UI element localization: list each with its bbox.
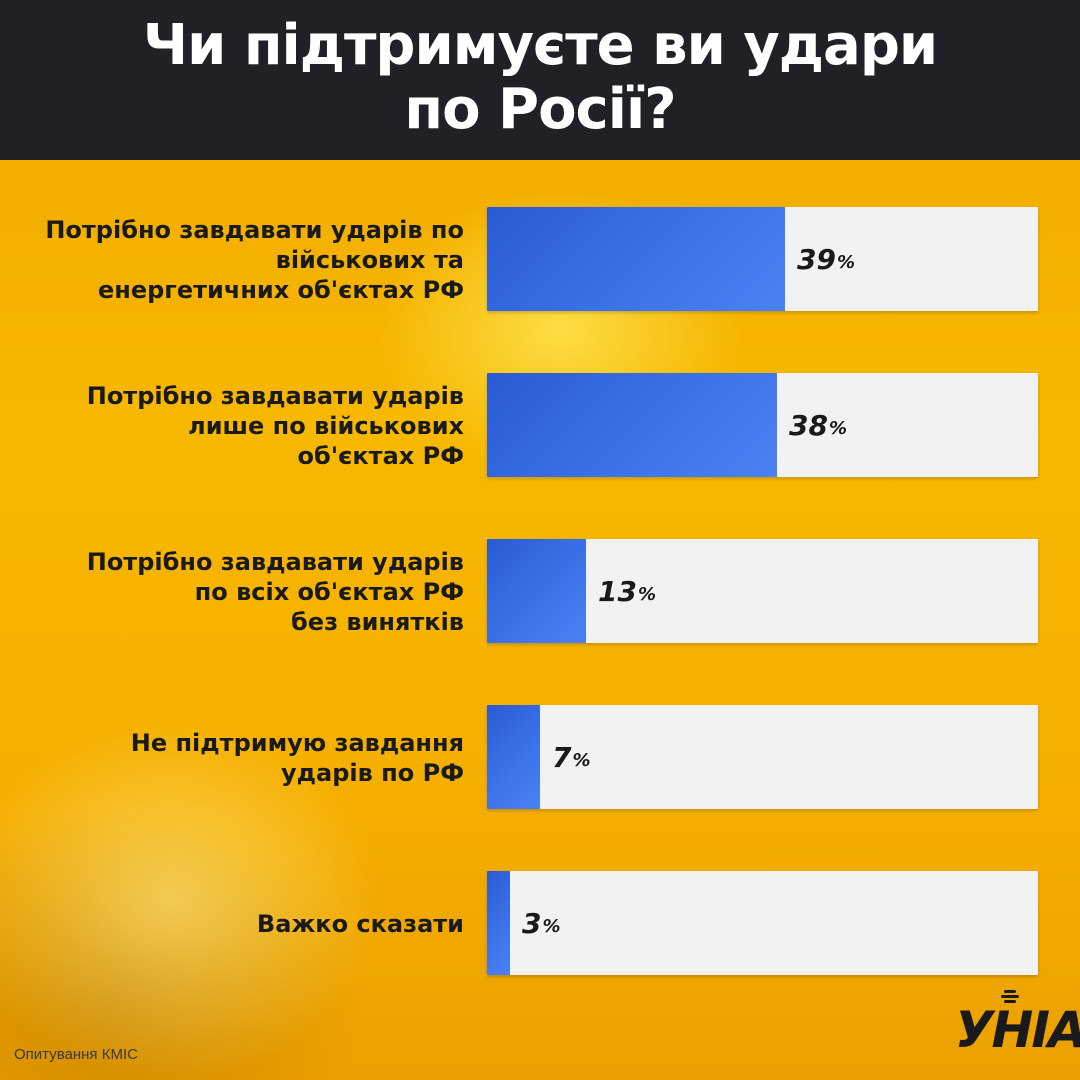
source-note: Опитування КМІС bbox=[14, 1046, 138, 1063]
chart-title: Чи підтримуєте ви удари по Росії? bbox=[142, 13, 938, 142]
bar-row: Потрібно завдавати ударів по військових … bbox=[0, 207, 1080, 313]
data-label-value: 13 bbox=[598, 574, 637, 608]
data-label: 3% bbox=[522, 871, 561, 975]
bar-row: Потрібно завдавати ударів лише по військ… bbox=[0, 373, 1080, 479]
category-label: Не підтримую завдання ударів по РФ bbox=[130, 729, 464, 787]
unian-logo: УНІАН bbox=[955, 990, 1080, 1062]
data-label: 38% bbox=[789, 373, 847, 477]
percent-sign: % bbox=[637, 583, 657, 605]
title-bar: Чи підтримуєте ви удари по Росії? bbox=[0, 0, 1080, 160]
bar-track: 7% bbox=[487, 705, 1038, 809]
data-label: 13% bbox=[598, 539, 656, 643]
bar bbox=[487, 539, 586, 643]
percent-sign: % bbox=[542, 915, 561, 937]
bar bbox=[487, 871, 510, 975]
percent-sign: % bbox=[572, 749, 591, 771]
category-label: Потрібно завдавати ударів по всіх об'єкт… bbox=[86, 548, 464, 636]
bar-row: Не підтримую завдання ударів по РФ 7% bbox=[0, 705, 1080, 811]
data-label-value: 3 bbox=[522, 906, 542, 940]
bar-row: Потрібно завдавати ударів по всіх об'єкт… bbox=[0, 539, 1080, 645]
bar bbox=[487, 207, 785, 311]
bar-track: 38% bbox=[487, 373, 1038, 477]
category-label: Важко сказати bbox=[256, 910, 464, 938]
bar-track: 13% bbox=[487, 539, 1038, 643]
category-label: Потрібно завдавати ударів по військових … bbox=[45, 216, 464, 304]
microphone-icon bbox=[1001, 990, 1019, 1003]
data-label-value: 7 bbox=[552, 740, 572, 774]
bar bbox=[487, 705, 540, 809]
data-label-value: 38 bbox=[789, 408, 828, 442]
percent-sign: % bbox=[836, 251, 856, 273]
bar-row: Важко сказати 3% bbox=[0, 871, 1080, 977]
bar bbox=[487, 373, 777, 477]
logo-text: УНІАН bbox=[955, 1001, 1080, 1059]
category-label: Потрібно завдавати ударів лише по військ… bbox=[86, 382, 464, 470]
percent-sign: % bbox=[828, 417, 848, 439]
data-label: 7% bbox=[552, 705, 591, 809]
bar-track: 39% bbox=[487, 207, 1038, 311]
data-label: 39% bbox=[797, 207, 855, 311]
data-label-value: 39 bbox=[797, 242, 836, 276]
bar-track: 3% bbox=[487, 871, 1038, 975]
